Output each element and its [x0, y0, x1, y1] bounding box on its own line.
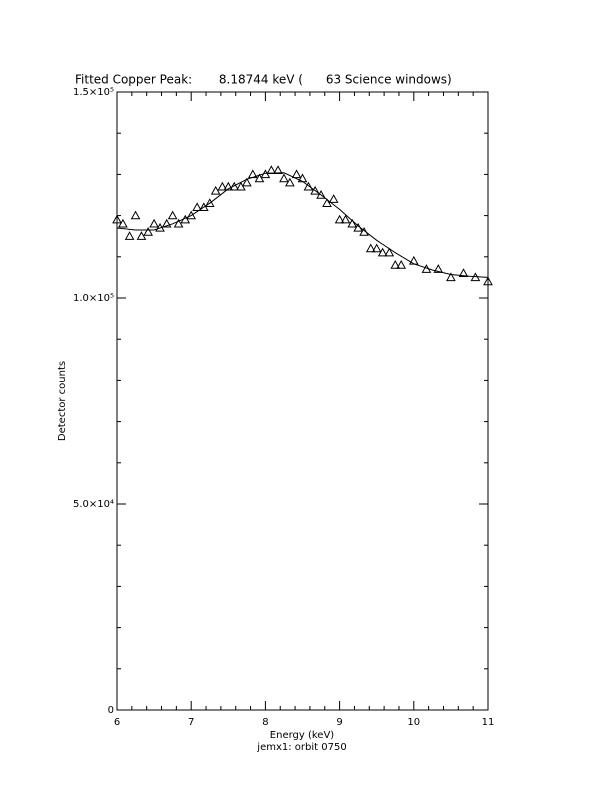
data-point	[167, 210, 178, 220]
x-tick-label: 9	[336, 717, 342, 728]
data-point	[483, 276, 493, 286]
data-point	[136, 231, 147, 240]
data-point	[310, 185, 320, 195]
data-point	[384, 247, 395, 257]
data-point	[377, 247, 388, 257]
data-point	[408, 255, 419, 265]
data-point	[192, 202, 202, 212]
data-point	[433, 264, 444, 273]
data-point	[285, 177, 295, 187]
data-point	[236, 181, 246, 191]
x-tick-label: 6	[114, 717, 120, 728]
data-point	[273, 165, 283, 174]
x-tick-label: 8	[262, 717, 268, 728]
data-point	[279, 173, 289, 183]
data-point	[161, 218, 172, 228]
y-tick-label: 1.5×10⁵	[73, 87, 114, 98]
data-point	[198, 202, 209, 212]
x-tick-label: 10	[407, 717, 420, 728]
data-point	[223, 181, 234, 191]
chart-title: Fitted Copper Peak: 8.18744 keV ( 63 Sci…	[75, 73, 452, 87]
data-point	[291, 169, 302, 179]
y-tick-label: 0	[108, 705, 114, 716]
data-point	[334, 214, 345, 224]
fit-line	[116, 172, 489, 278]
data-point	[365, 243, 376, 253]
data-point	[112, 214, 122, 224]
plot-frame	[116, 91, 489, 711]
data-point	[446, 272, 456, 282]
data-point	[217, 181, 228, 191]
data-point	[242, 177, 252, 187]
x-axis-label: Energy (keV)	[270, 730, 335, 741]
data-point	[143, 227, 154, 236]
data-point	[316, 189, 326, 199]
data-point	[254, 173, 265, 183]
data-point	[149, 218, 159, 228]
data-point	[340, 214, 351, 224]
data-point	[328, 194, 339, 203]
data-point	[186, 210, 197, 220]
data-point	[303, 181, 314, 191]
data-point	[130, 210, 141, 220]
data-point	[347, 218, 358, 228]
data-point	[118, 218, 128, 228]
data-point	[458, 268, 469, 277]
data-point	[322, 198, 332, 207]
data-point	[390, 260, 401, 269]
y-tick-label: 5.0×10⁴	[73, 499, 114, 510]
data-point	[371, 243, 382, 253]
footnote: jemx1: orbit 0750	[256, 742, 346, 753]
data-point	[204, 198, 215, 207]
data-point	[396, 260, 407, 269]
x-tick-label: 7	[188, 717, 194, 728]
x-tick-label: 11	[482, 717, 495, 728]
y-axis-label: Detector counts	[57, 361, 68, 441]
data-point	[124, 231, 135, 240]
y-tick-label: 1.0×10⁵	[73, 293, 114, 304]
data-point	[173, 218, 184, 228]
data-point	[210, 185, 221, 195]
